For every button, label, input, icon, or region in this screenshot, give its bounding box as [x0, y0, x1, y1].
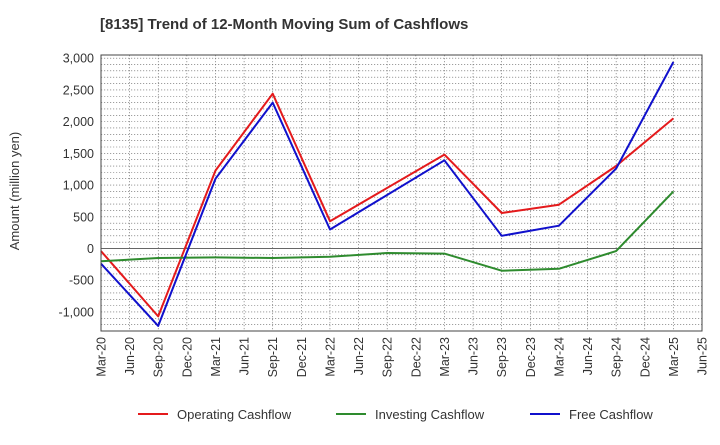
x-tick-label: Sep-22	[381, 337, 395, 377]
x-tick-label: Jun-25	[696, 337, 710, 375]
x-tick-label: Mar-25	[667, 337, 681, 377]
series-line	[100, 61, 675, 327]
x-tick-labels: Mar-20 Jun-20 Sep-20 Dec-20 Mar-21 Jun-21 Sep-…	[95, 337, 710, 377]
series-lines	[100, 61, 675, 327]
x-tick-label: Jun-20	[123, 337, 137, 375]
x-tick-label: Jun-24	[581, 337, 595, 375]
y-tick-label: 1,500	[63, 147, 94, 161]
legend: Operating Cashflow Investing Cashflow Free…	[138, 407, 653, 422]
x-tick-label: Mar-24	[552, 337, 566, 377]
y-tick-labels: -1,000 -500 0 500 1,000 1,500 2,000 2,500 3,000	[59, 52, 95, 320]
y-tick-label: 3,000	[63, 52, 94, 66]
y-tick-label: 1,000	[63, 179, 94, 193]
chart-title: [8135] Trend of 12-Month Moving Sum of C…	[100, 16, 468, 33]
y-tick-label: 500	[73, 210, 94, 224]
series-line	[100, 190, 675, 272]
y-tick-label: -1,000	[59, 305, 94, 319]
x-tick-label: Dec-20	[180, 337, 194, 377]
legend-label: Operating Cashflow	[177, 407, 292, 422]
x-tick-label: Mar-23	[438, 337, 452, 377]
y-tick-label: 2,500	[63, 83, 94, 97]
grid-lines	[100, 55, 703, 332]
x-tick-label: Mar-21	[209, 337, 223, 377]
x-tick-label: Dec-23	[524, 337, 538, 377]
x-tick-label: Sep-24	[610, 337, 624, 377]
x-tick-label: Jun-22	[352, 337, 366, 375]
x-tick-label: Jun-23	[467, 337, 481, 375]
x-tick-label: Sep-20	[152, 337, 166, 377]
y-axis-label: Amount (million yen)	[7, 132, 22, 251]
plot-area-frame	[100, 54, 703, 332]
x-tick-label: Dec-21	[295, 337, 309, 377]
y-tick-label: 0	[87, 242, 94, 256]
x-tick-label: Sep-21	[266, 337, 280, 377]
legend-label: Investing Cashflow	[375, 407, 485, 422]
y-tick-label: 2,000	[63, 115, 94, 129]
series-line	[100, 92, 675, 318]
x-tick-label: Mar-20	[95, 337, 109, 377]
x-tick-label: Mar-22	[323, 337, 337, 377]
x-tick-label: Jun-21	[238, 337, 252, 375]
x-tick-label: Dec-24	[638, 337, 652, 377]
x-tick-label: Dec-22	[409, 337, 423, 377]
x-tick-label: Sep-23	[495, 337, 509, 377]
y-tick-label: -500	[69, 274, 94, 288]
legend-label: Free Cashflow	[569, 407, 653, 422]
